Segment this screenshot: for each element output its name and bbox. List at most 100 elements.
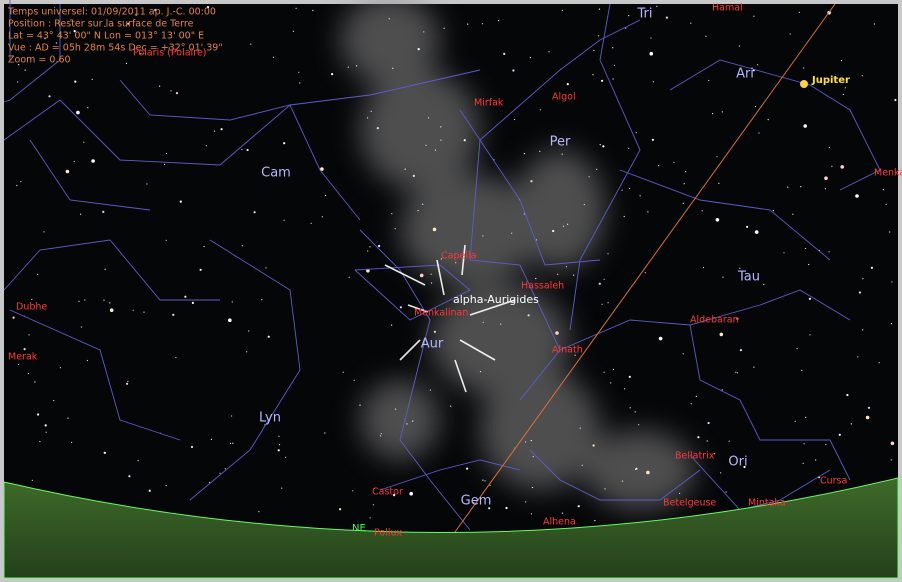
star [613,369,614,370]
star-label[interactable]: Capella [441,251,476,262]
constellation-label[interactable]: Tri [637,7,653,22]
star [231,415,232,416]
star-label[interactable]: Aldebaran [690,315,739,326]
constellation-label[interactable]: Ari [736,67,754,82]
star-label[interactable]: Menka [874,168,902,179]
star [593,50,594,51]
star [578,505,580,507]
star-label[interactable]: Alhena [543,517,576,528]
star [722,111,723,112]
star [420,274,424,278]
star [126,63,127,64]
star [67,418,68,419]
star-label[interactable]: Mintaka [748,498,786,509]
star [636,132,637,133]
planet-label[interactable]: Jupiter [811,75,850,86]
star [232,443,233,444]
star [45,424,47,426]
star [247,149,249,151]
star [531,440,532,441]
star [825,188,826,189]
constellation-label[interactable]: Ori [728,455,747,470]
star [166,153,167,154]
star [829,251,830,252]
star [200,269,202,271]
constellation-label[interactable]: Lyn [259,411,281,426]
star-label[interactable]: Dubhe [16,302,47,313]
star [46,432,47,433]
planetarium-view[interactable]: Temps universel: 01/09/2011 ap. J.-C. 00… [0,0,902,582]
star [371,111,372,112]
star [268,336,270,338]
star [763,284,764,285]
star [566,266,567,267]
info-line: Position : Rester sur la surface de Terr… [8,19,194,30]
star [32,480,33,481]
star [184,296,186,298]
star [242,245,243,246]
star [480,371,481,372]
star [839,434,841,436]
star-label[interactable]: Bellatrix [675,451,715,462]
constellation-label[interactable]: Tau [737,270,760,285]
star-label[interactable]: Polaris (Polaire) [133,48,206,59]
star [757,64,758,65]
star [81,326,82,327]
star [557,274,558,275]
star [720,333,724,337]
star [716,218,720,222]
star [425,145,426,146]
star [879,362,880,363]
constellation-label[interactable]: Aur [421,337,444,352]
star-label[interactable]: Pollux [374,528,403,539]
constellation-label[interactable]: Gem [461,494,492,509]
star-label[interactable]: Mirfak [474,98,504,109]
star [647,211,648,212]
star [354,380,355,381]
star-label[interactable]: Menkalinan [414,308,468,319]
star-label[interactable]: Alnath [552,345,583,356]
star [712,113,713,114]
star [726,491,727,492]
star [803,67,804,68]
star [829,147,830,148]
star [164,164,165,165]
star-label[interactable]: Algol [552,92,576,103]
star [490,485,491,486]
star [428,117,429,118]
star [296,8,297,9]
star [580,428,581,429]
star [143,312,144,313]
star [524,153,525,154]
star [650,52,654,56]
star [638,424,639,425]
star-label[interactable]: Betelgeuse [663,498,716,509]
star-label[interactable]: Hassaleh [521,281,564,292]
constellation-label[interactable]: Per [550,135,571,150]
star-label[interactable]: Merak [8,352,38,363]
star [166,485,167,486]
star [598,35,599,36]
star-label[interactable]: Hamal [712,3,743,14]
info-line: Zoom = 0.60 [8,55,71,66]
star-label[interactable]: Castor [372,487,403,498]
star [431,282,432,283]
star [278,449,280,451]
meteor-shower-label[interactable]: alpha-Aurigides [453,293,539,306]
star [103,300,104,301]
star [589,176,590,177]
star [891,459,892,460]
star [666,17,668,19]
star-label[interactable]: Cursa [820,476,847,487]
star [482,235,483,236]
constellation-label[interactable]: Cam [261,166,291,181]
star [594,520,595,521]
star [322,216,323,217]
star [464,139,466,141]
star [592,74,593,75]
star [809,298,811,300]
star [628,148,629,149]
star [405,169,406,170]
star [175,357,176,358]
star [258,511,259,512]
